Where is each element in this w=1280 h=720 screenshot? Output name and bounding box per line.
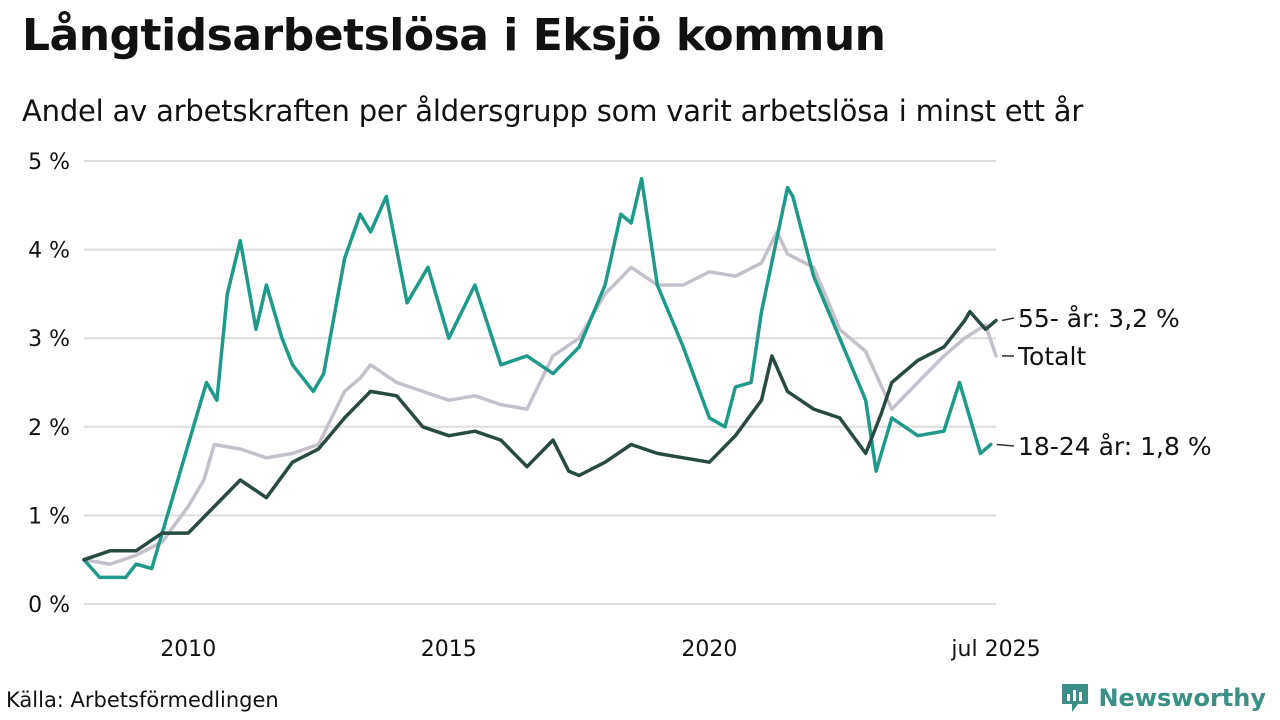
series-line-s1824 xyxy=(82,176,993,580)
series-label-totalt: Totalt xyxy=(1017,342,1086,371)
y-tick-label: 0 % xyxy=(28,593,70,618)
x-axis-ticks: 2010 2015 2020 jul 2025 xyxy=(160,637,1040,662)
series-line-totalt xyxy=(82,230,998,566)
chart-title: Långtidsarbetslösa i Eksjö kommun xyxy=(22,10,886,61)
series-label-s55: 55- år: 3,2 % xyxy=(1018,304,1180,333)
series-line-s55 xyxy=(82,309,998,562)
leader-line-s1824 xyxy=(996,443,1015,447)
gridlines xyxy=(84,160,996,605)
x-tick-label: 2020 xyxy=(681,637,737,662)
y-tick-label: 1 % xyxy=(28,504,70,529)
leader-line-s55 xyxy=(1001,317,1015,322)
y-tick-label: 5 % xyxy=(28,150,70,175)
y-axis-ticks: 0 % 1 % 2 % 3 % 4 % 5 % xyxy=(28,150,70,618)
newsworthy-logo-icon xyxy=(1062,684,1089,712)
source-note: Källa: Arbetsförmedlingen xyxy=(6,688,279,712)
y-tick-label: 2 % xyxy=(28,416,70,441)
series-lines xyxy=(82,176,998,580)
x-tick-label: jul 2025 xyxy=(950,637,1040,662)
x-tick-label: 2015 xyxy=(421,637,477,662)
brand-name: Newsworthy xyxy=(1098,684,1266,712)
y-tick-label: 3 % xyxy=(28,327,70,352)
series-label-s1824: 18-24 år: 1,8 % xyxy=(1018,432,1212,461)
chart-subtitle: Andel av arbetskraften per åldersgrupp s… xyxy=(22,94,1084,128)
x-tick-label: 2010 xyxy=(160,637,216,662)
brand-logo: Newsworthy xyxy=(1060,682,1266,714)
y-tick-label: 4 % xyxy=(28,239,70,264)
series-labels: Totalt 55- år: 3,2 % 18-24 år: 1,8 % xyxy=(996,304,1212,461)
